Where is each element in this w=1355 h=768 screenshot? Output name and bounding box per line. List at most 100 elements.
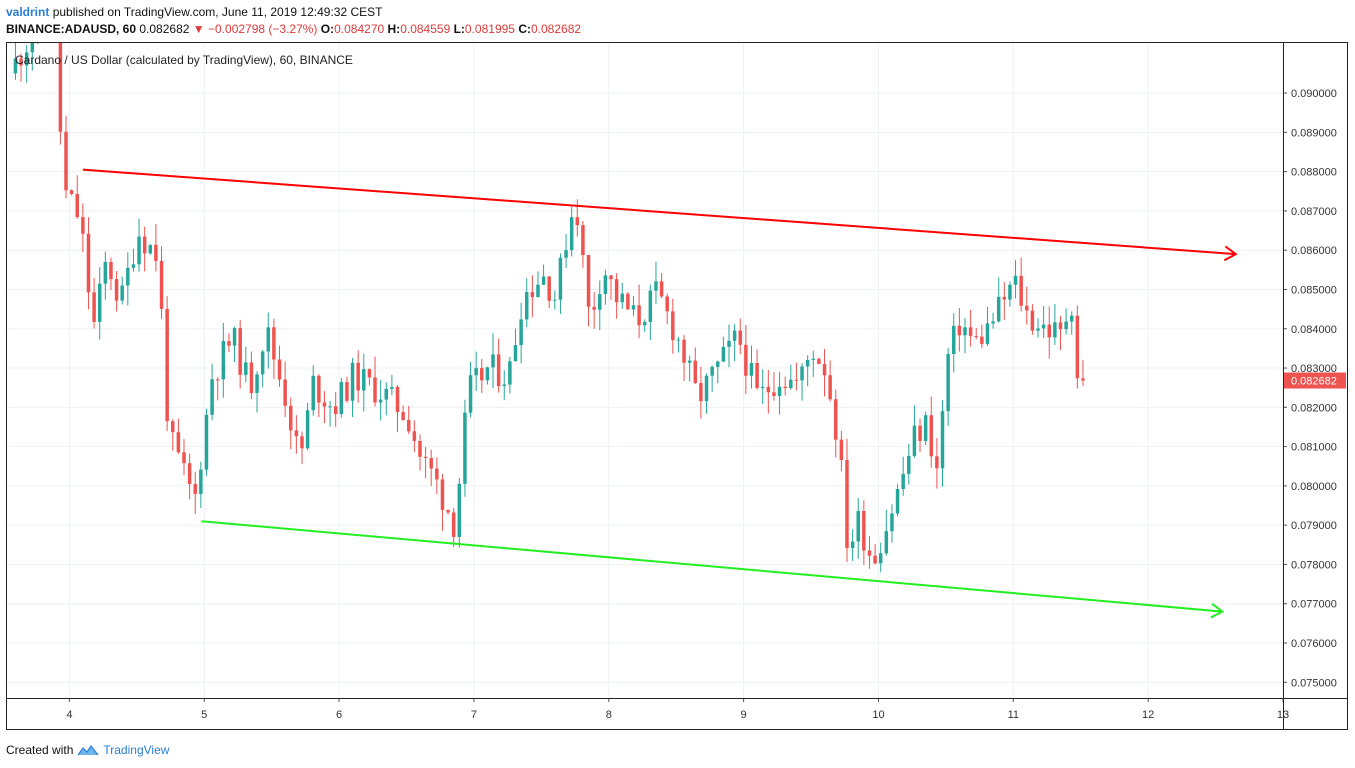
trendlines[interactable] [82,168,1238,619]
candle-body [86,233,91,293]
x-tick-label: 11 [1008,709,1019,721]
candle-body [760,386,765,388]
candle-body [513,345,518,362]
candle-body [1053,322,1057,338]
y-tick-label: 0.081000 [1291,442,1337,454]
plot-background [6,42,1348,730]
publish-text: published on TradingView.com, June 11, 2… [52,5,383,19]
candle-body [468,375,473,413]
candle-body [491,354,495,368]
y-tick-label: 0.080000 [1291,481,1337,493]
candle-body [530,292,535,298]
last-price-text: 0.082682 [139,22,190,36]
candle-body [64,131,68,191]
tradingview-logo-icon [77,744,99,756]
author-name[interactable]: valdrint [6,5,50,19]
candle-body [946,354,950,412]
candle-body [148,244,153,254]
candle-body [749,363,754,376]
candle-body [682,339,686,363]
candle-body [834,399,838,440]
candle-body [350,362,355,401]
candle-body [693,360,698,384]
candle-body [322,402,327,407]
candle-body [991,321,995,324]
candle-body [137,236,141,265]
candle-body [187,463,192,484]
candle-body [176,432,181,453]
y-tick-label: 0.089000 [1291,127,1337,139]
candle-body [474,368,478,376]
x-tick-label: 6 [336,709,342,721]
candle-body [592,306,596,310]
candle-body [558,257,563,300]
candle-body [828,375,832,400]
created-with-label: Created with [6,743,74,757]
candle-body [598,294,602,310]
candle-body [603,275,608,295]
high-label: H: [387,22,401,36]
candle-body [311,375,315,411]
price-chart[interactable]: 0.075000 0.076000 0.077000 0.078000 0.079000… [6,42,1348,730]
candle-body [873,555,877,564]
candle-body [294,430,299,437]
tradingview-brand[interactable]: TradingView [103,743,170,757]
candle-body [974,336,978,338]
candle-body [963,327,967,336]
support-trendline[interactable] [201,520,1223,613]
candle-body [856,511,860,542]
candle-body [238,328,242,375]
candle-body [524,292,529,320]
candle-body [418,440,422,457]
candle-body [569,217,574,251]
candle-body [839,439,844,460]
candle-body [423,456,428,458]
candle-body [508,361,512,385]
candle-body [850,541,855,549]
candle-body [710,366,714,376]
change-text: −0.002798 (−3.27%) [208,22,318,36]
candle-body [249,362,254,393]
candle-body [193,483,197,494]
candle-body [777,386,782,397]
resistance-trendline[interactable] [82,168,1236,256]
candle-body [378,399,383,403]
candle-body [772,392,776,397]
close-label: C: [518,22,531,36]
candle-body [980,336,984,344]
candle-body [333,406,338,414]
candle-body [901,473,905,490]
candle-body [637,305,641,326]
candle-body [485,367,490,381]
candle-body [24,52,29,66]
candle-body [1019,275,1023,306]
candle-body [957,325,962,336]
candle-body [659,281,664,297]
candle-body [811,358,816,360]
high-value: 0.084559 [400,22,451,36]
candle-body [255,374,259,393]
candle-body [716,361,720,367]
footer: Created with TradingView [6,743,169,757]
candle-body [165,308,169,422]
y-tick-label: 0.086000 [1291,245,1337,257]
candle-body [171,421,175,433]
candle-body [19,58,23,66]
candle-body [1069,315,1074,322]
candle-body [266,327,271,352]
candle-body [929,415,934,457]
candle-body [586,255,591,307]
candle-body [732,330,737,341]
y-tick-label: 0.075000 [1291,677,1337,689]
candle-body [704,375,709,402]
candle-body [918,425,922,441]
candle-body [81,217,85,234]
candle-body [878,553,883,564]
candle-body [609,275,613,280]
x-tick-label: 8 [606,709,612,721]
candle-body [923,415,928,441]
candle-body [272,327,276,360]
last-price-label: 0.082682 [1291,376,1337,388]
x-tick-label: 9 [741,709,747,721]
chart-frame [6,42,1348,730]
